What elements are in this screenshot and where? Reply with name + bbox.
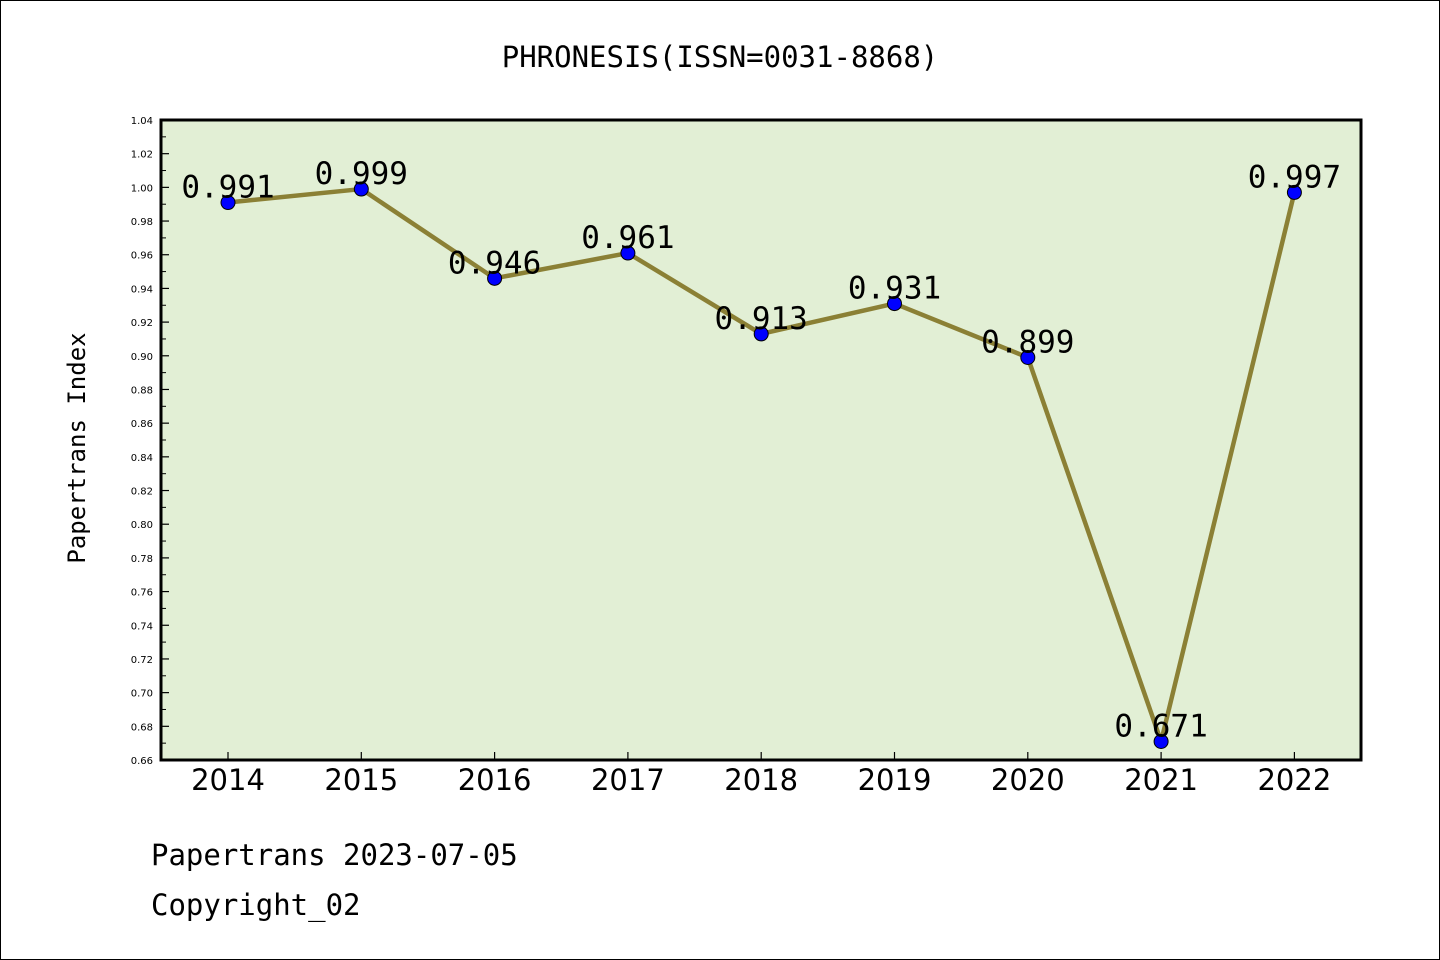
y-tick-label: 0.98: [131, 217, 153, 228]
data-point: [887, 296, 902, 312]
data-label: 0.961: [581, 220, 674, 256]
y-tick-label: 1.02: [131, 150, 153, 161]
x-tick-label: 2016: [458, 763, 532, 797]
y-tick-label: 0.84: [131, 453, 153, 464]
y-tick-label: 0.66: [131, 756, 153, 767]
data-label: 0.991: [181, 170, 274, 206]
y-tick-label: 0.96: [131, 251, 153, 262]
x-axis: 2014 2015 2016 2017 2018 2019 2020 2021 2022: [191, 752, 1331, 797]
y-axis-label: Papertrans Index: [63, 332, 91, 563]
data-label: 0.671: [1114, 708, 1207, 744]
y-tick-label: 0.80: [131, 520, 153, 531]
data-point: [353, 181, 369, 197]
x-tick-label: 2022: [1257, 763, 1331, 797]
data-labels: 0.991 0.999 0.946 0.961 0.913 0.931 0.899 0.671…: [181, 156, 1341, 744]
y-tick-label: 0.68: [131, 722, 153, 733]
y-tick-label: 0.90: [131, 352, 153, 363]
x-tick-label: 2020: [991, 763, 1065, 797]
data-label: 0.899: [981, 324, 1074, 360]
footer-copyright: Copyright_02: [151, 888, 361, 923]
chart-title: PHRONESIS(ISSN=0031-8868): [502, 40, 939, 74]
y-tick-label: 0.94: [131, 284, 153, 295]
x-tick-label: 2014: [191, 763, 265, 797]
y-tick-label: 1.04: [131, 116, 153, 127]
y-tick-label: 0.72: [131, 655, 153, 666]
data-point: [1286, 184, 1302, 200]
x-tick-label: 2017: [591, 763, 665, 797]
y-tick-label: 0.78: [131, 554, 153, 565]
x-tick-label: 2015: [324, 763, 398, 797]
y-tick-label: 0.76: [131, 588, 153, 599]
plot-area: [159, 118, 1363, 762]
data-point: [487, 270, 503, 286]
data-point: [620, 245, 636, 261]
x-tick-label: 2021: [1124, 763, 1198, 797]
y-tick-label: 0.88: [131, 385, 153, 396]
data-label: 0.913: [715, 301, 808, 337]
y-tick-label: 0.86: [131, 419, 153, 430]
y-tick-label: 0.82: [131, 487, 153, 498]
footer-date: Papertrans 2023-07-05: [151, 838, 518, 872]
y-tick-label: 0.70: [131, 689, 153, 700]
y-axis: 0.66 0.68 0.70 0.72 0.74 0.76 0.78 0.80 0.82 0.84…: [131, 116, 169, 767]
y-tick-label: 0.92: [131, 318, 153, 329]
data-label: 0.999: [315, 156, 408, 192]
x-tick-label: 2019: [858, 763, 932, 797]
data-point: [1153, 733, 1169, 749]
data-label: 0.997: [1248, 159, 1341, 195]
y-tick-label: 1.00: [131, 183, 153, 194]
data-label: 0.946: [448, 245, 541, 281]
data-point: [220, 195, 236, 211]
data-point: [1020, 349, 1036, 365]
x-tick-label: 2018: [724, 763, 798, 797]
y-tick-label: 0.74: [131, 621, 153, 632]
data-label: 0.931: [848, 271, 941, 307]
data-point: [753, 326, 769, 342]
data-points: [220, 181, 1302, 749]
